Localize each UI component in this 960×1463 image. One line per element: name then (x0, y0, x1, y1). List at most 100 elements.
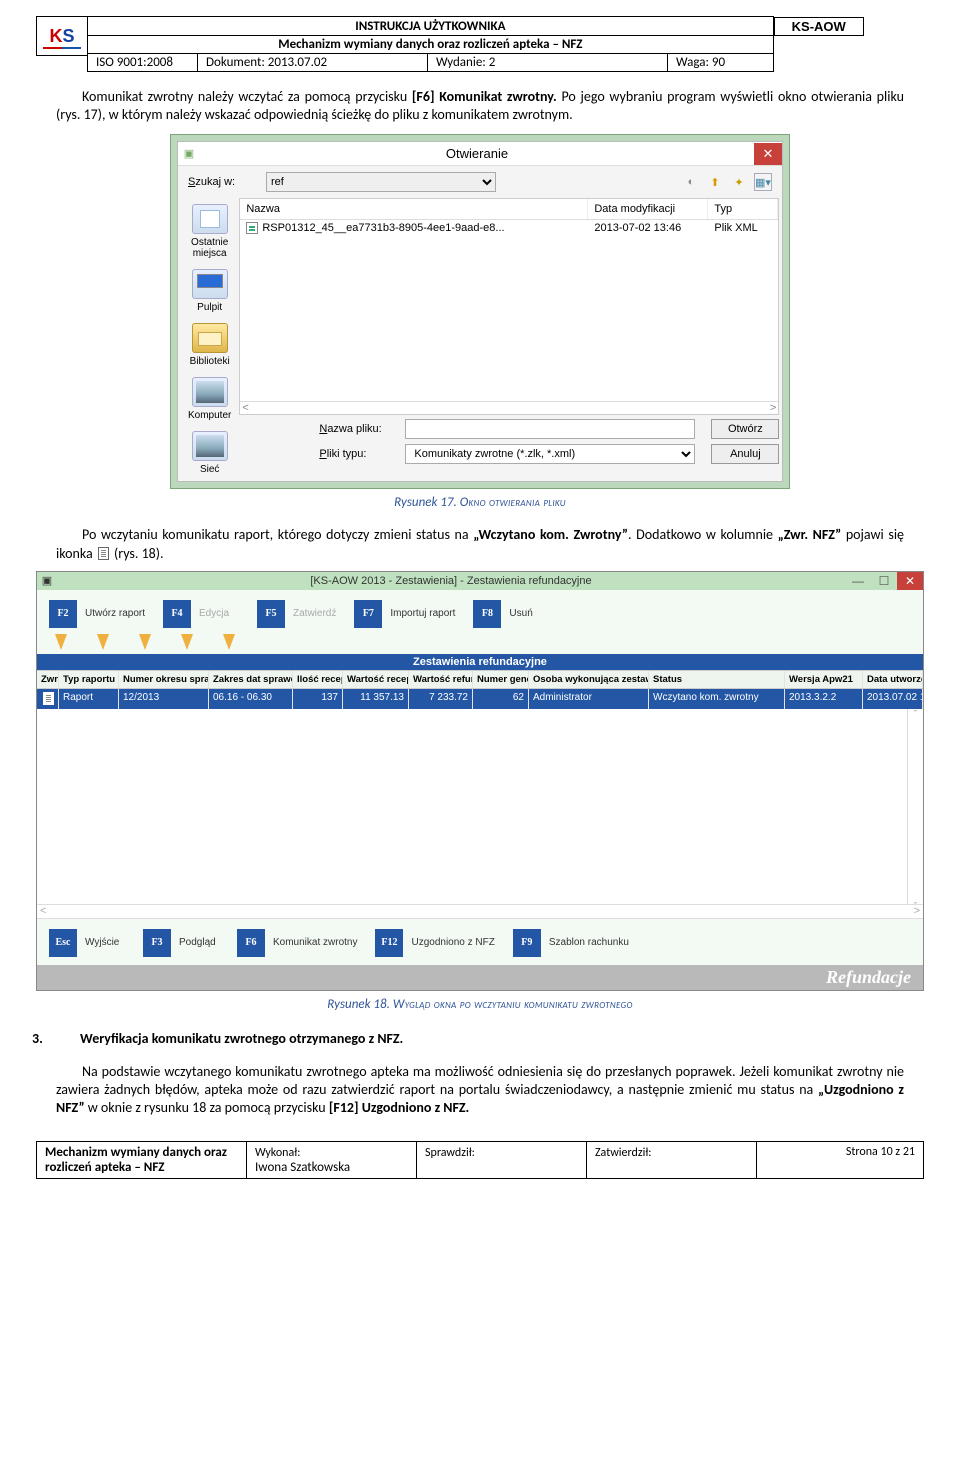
file-row[interactable]: RSP01312_45__ea7731b3-8905-4ee1-9aad-e8.… (240, 220, 778, 236)
col-header: Status (649, 671, 785, 688)
cell: 62 (473, 689, 529, 709)
hdr-doc: Dokument: 2013.07.02 (198, 54, 428, 72)
grid-body: ˆˬ <> (37, 709, 923, 919)
open-button[interactable]: Otwórz (711, 419, 779, 439)
h-scrollbar[interactable]: <> (240, 401, 778, 414)
filetype-label: Pliki typu: (319, 448, 397, 460)
col-header: Typ raportu (59, 671, 119, 688)
hdr-title-1: INSTRUKCJA UŻYTKOWNIKA (88, 17, 774, 36)
fkey-f2[interactable]: F2Utwórz raport (49, 600, 153, 628)
folder-select[interactable]: ref (266, 172, 496, 192)
grid-header: Zwr. NFZTyp raportuNumer okresu sprawozd… (37, 670, 923, 689)
section-bar: Zestawienia refundacyjne (37, 654, 923, 670)
place-libraries[interactable]: Biblioteki (190, 323, 230, 367)
cell: 12/2013 (119, 689, 209, 709)
hdr-iso: ISO 9001:2008 (88, 54, 198, 72)
place-computer[interactable]: Komputer (188, 377, 231, 421)
fkey-f8[interactable]: F8Usuń (473, 600, 557, 628)
fkey-f5: F5Zatwierdź (257, 600, 344, 628)
place-network[interactable]: Sieć (192, 431, 228, 475)
toolbar-top: F2Utwórz raport F4Edycja F5Zatwierdź F7Impo… (37, 590, 923, 634)
search-in-label: Szukaj w: (188, 176, 260, 188)
caption-17: Rysunek 17. Okno otwierania pliku (36, 495, 924, 510)
xml-file-icon (246, 222, 258, 234)
fkey-f6[interactable]: F6Komunikat zwrotny (237, 929, 365, 957)
new-folder-icon[interactable]: ✦ (730, 173, 748, 191)
hdr-issue: Wydanie: 2 (428, 54, 668, 72)
arrow-down-icon (139, 634, 151, 650)
cancel-button[interactable]: Anuluj (711, 444, 779, 464)
fkey-f9[interactable]: F9Szablon rachunku (513, 929, 637, 957)
cell (37, 689, 59, 709)
filename-label: Nazwa pliku: (319, 423, 397, 435)
section-3-heading: 3.Weryfikacja komunikatu zwrotnego otrzy… (80, 1030, 904, 1047)
hdr-title-2: Mechanizm wymiany danych oraz rozliczeń … (88, 36, 774, 54)
dialog-title: Otwieranie (200, 142, 754, 165)
cell: 137 (293, 689, 343, 709)
footer-table: Mechanizm wymiany danych orazrozliczeń a… (36, 1141, 924, 1179)
cell: 7 233.72 (409, 689, 473, 709)
cell: Raport (59, 689, 119, 709)
col-header: Ilość recept (293, 671, 343, 688)
cell: 2013.3.2.2 (785, 689, 863, 709)
cell: Wczytano kom. zwrotny (649, 689, 785, 709)
col-header: Zwr. NFZ (37, 671, 59, 688)
fkey-f4: F4Edycja (163, 600, 247, 628)
close-button[interactable]: ✕ (754, 143, 782, 165)
col-header: Wersja Apw21 (785, 671, 863, 688)
grid-row-selected[interactable]: Raport12/201306.16 - 06.3013711 357.137 … (37, 689, 923, 709)
place-desktop[interactable]: Pulpit (192, 269, 228, 313)
dialog-titlebar: ▣ Otwieranie ✕ (178, 142, 782, 166)
fkey-esc[interactable]: EscWyjście (49, 929, 133, 957)
cell: 2013.07.02 13:08 (863, 689, 923, 709)
doc-icon (98, 547, 109, 560)
filetype-select[interactable]: Komunikaty zwrotne (*.zlk, *.xml) (405, 444, 695, 464)
cell: 11 357.13 (343, 689, 409, 709)
arrow-down-icon (55, 634, 67, 650)
filename-input[interactable] (405, 419, 695, 439)
cell: 06.16 - 06.30 (209, 689, 293, 709)
col-header: Wartość recept (343, 671, 409, 688)
app-icon: ▣ (37, 574, 57, 587)
fkey-f3[interactable]: F3Podgląd (143, 929, 227, 957)
arrow-down-icon (223, 634, 235, 650)
col-header: Zakres dat sprawozdania (209, 671, 293, 688)
col-header: Data utworzen (863, 671, 923, 688)
place-recent[interactable]: Ostatnie miejsca (188, 204, 231, 259)
app-titlebar: ▣ [KS-AOW 2013 - Zestawienia] - Zestawie… (37, 572, 923, 590)
v-scrollbar[interactable]: ˆˬ (907, 709, 923, 904)
file-list[interactable]: Nazwa Data modyfikacji Typ RSP01312_45__… (239, 198, 779, 415)
h-scrollbar[interactable]: <> (37, 904, 923, 918)
toolbar-bottom: EscWyjście F3Podgląd F6Komunikat zwrotny F1… (37, 919, 923, 963)
minimize-button[interactable]: — (845, 572, 871, 590)
brand: KS-AOW (774, 17, 864, 36)
para-3: Na podstawie wczytanego komunikatu zwrot… (56, 1063, 904, 1118)
fkey-f7[interactable]: F7Importuj raport (354, 600, 463, 628)
up-folder-icon[interactable]: ⬆ (706, 173, 724, 191)
document-header: KS INSTRUKCJA UŻYTKOWNIKA KS-AOW Mechani… (36, 16, 924, 72)
app-title-text: [KS-AOW 2013 - Zestawienia] - Zestawieni… (57, 572, 845, 590)
col-header: Osoba wykonująca zestawienie (529, 671, 649, 688)
para-1: Komunikat zwrotny należy wczytać za pomo… (56, 88, 904, 124)
fkey-f12[interactable]: F12Uzgodniono z NFZ (375, 929, 502, 957)
cell: Administrator (529, 689, 649, 709)
col-header: Numer generacji (473, 671, 529, 688)
back-icon[interactable]: ◐ (682, 173, 700, 191)
para-2: Po wczytaniu komunikatu raport, którego … (56, 526, 904, 562)
file-list-header: Nazwa Data modyfikacji Typ (240, 199, 778, 220)
status-bar: Refundacje (37, 965, 923, 990)
app-close-button[interactable]: ✕ (897, 572, 923, 590)
places-bar: Ostatnie miejsca Pulpit Biblioteki Kompu… (188, 198, 231, 475)
col-header: Wartość refundacji (409, 671, 473, 688)
maximize-button[interactable]: ☐ (871, 572, 897, 590)
caption-18: Rysunek 18. Wygląd okna po wczytaniu kom… (36, 997, 924, 1012)
ks-logo: KS (36, 16, 88, 56)
col-header: Numer okresu sprawozdania (119, 671, 209, 688)
view-menu-icon[interactable]: ▦▾ (754, 173, 772, 191)
dialog-icon: ▣ (178, 147, 200, 160)
hdr-weight: Waga: 90 (668, 54, 774, 72)
app-window: ▣ [KS-AOW 2013 - Zestawienia] - Zestawie… (36, 571, 924, 991)
file-open-dialog: ▣ Otwieranie ✕ Szukaj w: ref ◐ ⬆ ✦ ▦▾ Os… (170, 134, 790, 489)
arrow-down-icon (181, 634, 193, 650)
arrow-down-icon (97, 634, 109, 650)
